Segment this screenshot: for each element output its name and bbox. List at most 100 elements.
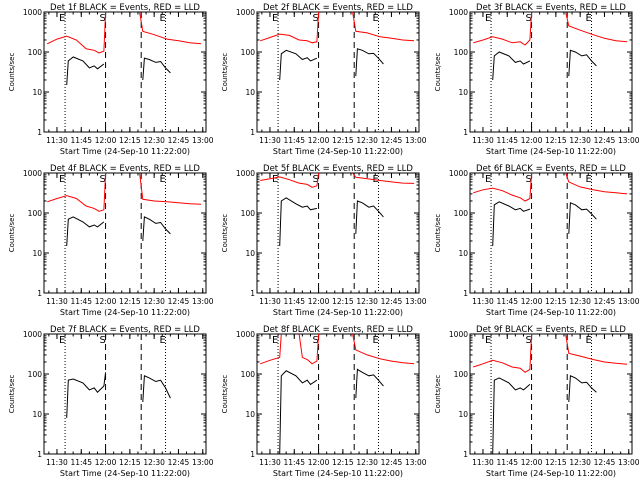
x-tick-label: 11:30: [472, 297, 494, 306]
events-series-line: [355, 200, 384, 234]
x-tick-label: 11:45: [283, 136, 305, 145]
events-series-line: [492, 377, 531, 454]
plot-frame: [469, 333, 633, 455]
x-tick-label: 12:00: [521, 297, 543, 306]
lld-series-line: [565, 12, 628, 43]
y-tick-label: 10: [245, 88, 255, 97]
lld-series-line: [565, 173, 628, 195]
x-tick-label: 12:45: [381, 136, 403, 145]
y-tick-label: 10: [458, 249, 468, 258]
y-axis-label: Counts/sec: [8, 214, 16, 253]
detector-panel-5: Det 5f BLACK = Events, RED = LLD Counts/s…: [221, 164, 427, 317]
x-tick-label: 11:30: [259, 136, 281, 145]
y-axis-label: Counts/sec: [221, 375, 229, 414]
detector-panel-3: Det 3f BLACK = Events, RED = LLD Counts/s…: [434, 3, 640, 156]
x-tick-label: 13:00: [618, 458, 640, 467]
y-tick-label: 1000: [449, 8, 468, 17]
detector-panel-7: Det 7f BLACK = Events, RED = LLD Counts/s…: [8, 325, 214, 478]
y-tick-label: 1: [250, 128, 255, 137]
detector-panel-9: Det 9f BLACK = Events, RED = LLD Counts/s…: [434, 325, 640, 478]
lld-series-line: [565, 334, 628, 365]
y-tick-label: 10: [458, 410, 468, 419]
y-tick-label: 100: [28, 209, 43, 218]
x-tick-label: 11:30: [46, 458, 68, 467]
y-axis-label: Counts/sec: [434, 214, 442, 253]
lld-series-line: [352, 334, 415, 365]
x-tick-label: 13:00: [192, 458, 214, 467]
marker-label: E: [59, 174, 65, 185]
x-tick-label: 12:30: [356, 297, 378, 306]
marker-label: E: [160, 174, 166, 185]
y-tick-label: 100: [241, 48, 256, 57]
x-tick-label: 12:30: [569, 297, 591, 306]
x-tick-label: 12:45: [168, 136, 190, 145]
y-tick-label: 1000: [449, 330, 468, 339]
events-series-line: [568, 202, 597, 234]
x-tick-label: 12:00: [308, 458, 330, 467]
lld-series-line: [352, 12, 415, 42]
events-series-line: [568, 375, 597, 403]
x-tick-label: 12:30: [143, 297, 165, 306]
x-tick-label: 12:00: [521, 458, 543, 467]
panel-title: Det 9f BLACK = Events, RED = LLD: [476, 325, 626, 335]
x-tick-label: 12:00: [95, 458, 117, 467]
x-tick-label: 12:45: [168, 297, 190, 306]
events-series-line: [279, 197, 318, 247]
panel-title: Det 1f BLACK = Events, RED = LLD: [50, 3, 200, 13]
x-tick-label: 12:15: [119, 458, 141, 467]
y-tick-label: 1: [37, 289, 42, 298]
x-tick-label: 11:45: [283, 297, 305, 306]
x-tick-label: 12:00: [308, 297, 330, 306]
x-tick-label: 11:45: [70, 297, 92, 306]
panel-title: Det 6f BLACK = Events, RED = LLD: [476, 164, 626, 174]
events-series-line: [66, 56, 105, 86]
marker-label: S: [100, 13, 106, 24]
events-series-line: [66, 216, 105, 247]
y-tick-label: 10: [245, 410, 255, 419]
x-tick-label: 12:45: [594, 297, 616, 306]
lld-series-line: [298, 334, 320, 365]
x-tick-label: 12:15: [119, 297, 141, 306]
y-axis-label: Counts/sec: [8, 375, 16, 414]
x-tick-label: 12:30: [569, 136, 591, 145]
y-tick-label: 1000: [23, 169, 42, 178]
x-tick-label: 12:00: [521, 136, 543, 145]
marker-label: E: [373, 13, 379, 24]
events-series-line: [142, 57, 171, 81]
plot-frame: [256, 333, 420, 455]
marker-label: E: [160, 13, 166, 24]
marker-label: S: [526, 13, 532, 24]
x-tick-label: 13:00: [192, 136, 214, 145]
lld-series-line: [473, 12, 533, 46]
x-tick-label: 11:30: [472, 458, 494, 467]
events-series-line: [568, 49, 597, 77]
y-axis-label: Counts/sec: [221, 53, 229, 92]
x-tick-label: 11:45: [70, 458, 92, 467]
x-tick-label: 12:15: [332, 297, 354, 306]
marker-label: S: [100, 174, 106, 185]
panel-title: Det 3f BLACK = Events, RED = LLD: [476, 3, 626, 13]
x-tick-label: 12:30: [356, 458, 378, 467]
y-tick-label: 1: [250, 450, 255, 459]
x-tick-label: 12:15: [545, 136, 567, 145]
x-axis-label: Start Time (24-Sep-10 11:22:00): [486, 308, 616, 317]
plot-frame: [469, 172, 633, 294]
x-tick-label: 11:30: [472, 136, 494, 145]
y-tick-label: 100: [28, 370, 43, 379]
marker-label: E: [586, 174, 592, 185]
panel-title: Det 7f BLACK = Events, RED = LLD: [50, 325, 200, 335]
x-tick-label: 13:00: [618, 297, 640, 306]
y-tick-label: 10: [32, 410, 42, 419]
lld-series-line: [473, 173, 533, 202]
events-series-line: [492, 51, 531, 81]
marker-label: S: [313, 13, 319, 24]
x-tick-label: 12:30: [143, 458, 165, 467]
y-tick-label: 1000: [236, 8, 255, 17]
x-tick-label: 12:45: [594, 136, 616, 145]
marker-label: S: [526, 335, 532, 346]
events-series-line: [142, 216, 171, 242]
x-tick-label: 12:30: [143, 136, 165, 145]
x-axis-label: Start Time (24-Sep-10 11:22:00): [60, 308, 190, 317]
marker-label: E: [160, 335, 166, 346]
